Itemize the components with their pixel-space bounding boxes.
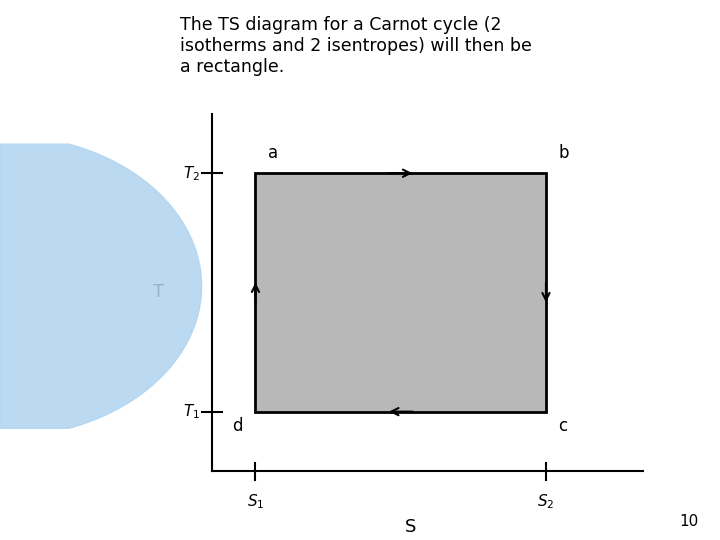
Text: a: a (268, 144, 278, 162)
Text: c: c (559, 417, 567, 435)
Bar (256, 173, 546, 411)
Text: 10: 10 (679, 514, 698, 529)
Text: T: T (153, 284, 164, 301)
Text: $S_1$: $S_1$ (247, 492, 264, 511)
Text: $S_2$: $S_2$ (537, 492, 554, 511)
Text: The TS diagram for a Carnot cycle (2
isotherms and 2 isentropes) will then be
a : The TS diagram for a Carnot cycle (2 iso… (180, 16, 532, 76)
Text: $T_1$: $T_1$ (184, 402, 200, 421)
Text: $T_2$: $T_2$ (184, 164, 200, 183)
Text: S: S (405, 518, 416, 536)
Text: d: d (233, 417, 243, 435)
Text: b: b (559, 144, 569, 162)
Polygon shape (0, 144, 202, 428)
